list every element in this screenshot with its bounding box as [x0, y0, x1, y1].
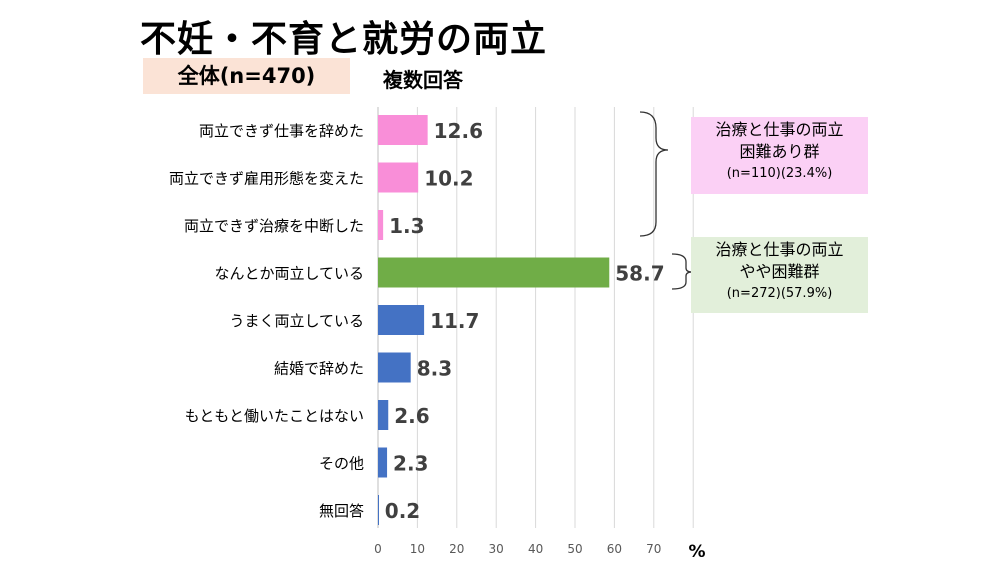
x-axis-unit: % — [688, 542, 705, 562]
group-line: やや困難群 — [739, 262, 820, 281]
data-label: 10.2 — [424, 167, 473, 191]
x-tick-label: 70 — [646, 542, 661, 556]
data-label: 8.3 — [417, 357, 452, 381]
group-line: 治療と仕事の両立 — [715, 240, 844, 259]
category-label: なんとか両立している — [214, 265, 364, 283]
group-line: (n=272)(57.9%) — [726, 286, 833, 301]
category-label: 両立できず治療を中断した — [184, 217, 364, 235]
x-tick-label: 60 — [607, 542, 622, 556]
x-tick-label: 50 — [567, 542, 582, 556]
bar — [378, 162, 419, 193]
group-box-somewhat-difficult: 治療と仕事の両立 やや困難群 (n=272)(57.9%) — [691, 237, 868, 313]
category-label: 無回答 — [319, 502, 364, 520]
data-label: 0.2 — [385, 499, 420, 523]
category-label: 両立できず仕事を辞めた — [199, 122, 364, 140]
group-line: (n=110)(23.4%) — [726, 166, 833, 181]
x-tick-label: 40 — [528, 542, 543, 556]
sample-label: 全体(n=470) — [143, 58, 350, 94]
group-box-difficult: 治療と仕事の両立 困難あり群 (n=110)(23.4%) — [691, 117, 868, 194]
x-tick-label: 30 — [489, 542, 504, 556]
data-label: 11.7 — [430, 309, 479, 333]
category-label: 両立できず雇用形態を変えた — [169, 170, 364, 188]
multiple-answer-note: 複数回答 — [383, 68, 463, 92]
data-label: 12.6 — [434, 119, 483, 143]
bar — [378, 495, 379, 525]
bar — [378, 305, 425, 335]
x-tick-label: 10 — [410, 542, 425, 556]
bar — [378, 400, 389, 430]
x-tick-label: 0 — [374, 542, 382, 556]
data-label: 2.6 — [394, 404, 429, 428]
brace-icon — [671, 253, 693, 290]
brace-icon — [639, 111, 669, 237]
x-tick-label: 20 — [449, 542, 464, 556]
category-label: もともと働いたことはない — [185, 407, 364, 425]
bar — [378, 352, 411, 383]
group-line: 治療と仕事の両立 — [715, 120, 844, 139]
category-label: うまく両立している — [229, 312, 364, 330]
bar — [378, 210, 384, 240]
bar — [378, 257, 610, 288]
data-label: 58.7 — [615, 262, 664, 286]
data-label: 1.3 — [389, 214, 424, 238]
group-line: 困難あり群 — [739, 142, 820, 161]
category-label: 結婚で辞めた — [274, 360, 364, 378]
bar — [378, 115, 428, 145]
chart-title: 不妊・不育と就労の両立 — [140, 19, 548, 60]
bar — [378, 447, 388, 478]
category-label: その他 — [319, 455, 364, 473]
data-label: 2.3 — [393, 452, 428, 476]
